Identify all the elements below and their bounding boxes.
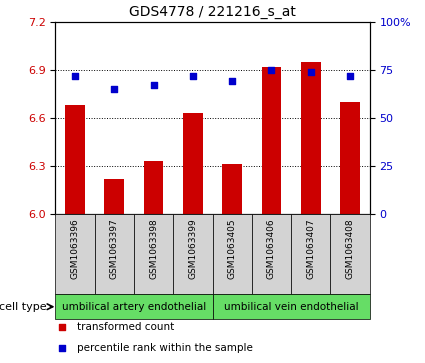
Title: GDS4778 / 221216_s_at: GDS4778 / 221216_s_at (129, 5, 296, 19)
Bar (340, 102, 360, 214)
Bar (212, 294, 370, 319)
Point (268, 67, 275, 73)
Bar (212, 214, 252, 294)
Text: GSM1063398: GSM1063398 (149, 218, 158, 279)
Text: GSM1063406: GSM1063406 (267, 218, 276, 279)
Bar (301, 62, 320, 214)
Text: GSM1063408: GSM1063408 (346, 218, 354, 279)
Point (71, 73, 78, 78)
Text: umbilical artery endothelial: umbilical artery endothelial (62, 302, 206, 312)
Point (150, 82, 157, 88)
Bar (183, 113, 203, 214)
Bar (144, 161, 163, 214)
Point (307, 69, 314, 75)
Text: transformed count: transformed count (77, 322, 175, 332)
Text: GSM1063407: GSM1063407 (306, 218, 315, 279)
Text: GSM1063396: GSM1063396 (71, 218, 79, 279)
Point (229, 78, 235, 84)
Bar (65, 105, 85, 214)
Bar (291, 214, 331, 294)
Bar (252, 214, 291, 294)
Text: GSM1063405: GSM1063405 (228, 218, 237, 279)
Bar (222, 164, 242, 214)
Bar (173, 214, 212, 294)
Point (190, 73, 196, 78)
Text: GSM1063397: GSM1063397 (110, 218, 119, 279)
Text: percentile rank within the sample: percentile rank within the sample (77, 343, 253, 354)
Bar (55, 214, 94, 294)
Text: cell type: cell type (0, 302, 47, 312)
Bar (94, 214, 134, 294)
Text: GSM1063399: GSM1063399 (188, 218, 197, 279)
Bar (105, 179, 124, 214)
Point (58, 346, 65, 351)
Bar (134, 214, 173, 294)
Point (347, 73, 354, 78)
Bar (55, 294, 212, 319)
Point (111, 86, 118, 92)
Text: umbilical vein endothelial: umbilical vein endothelial (224, 302, 358, 312)
Bar (331, 214, 370, 294)
Point (58, 324, 65, 330)
Bar (262, 67, 281, 214)
